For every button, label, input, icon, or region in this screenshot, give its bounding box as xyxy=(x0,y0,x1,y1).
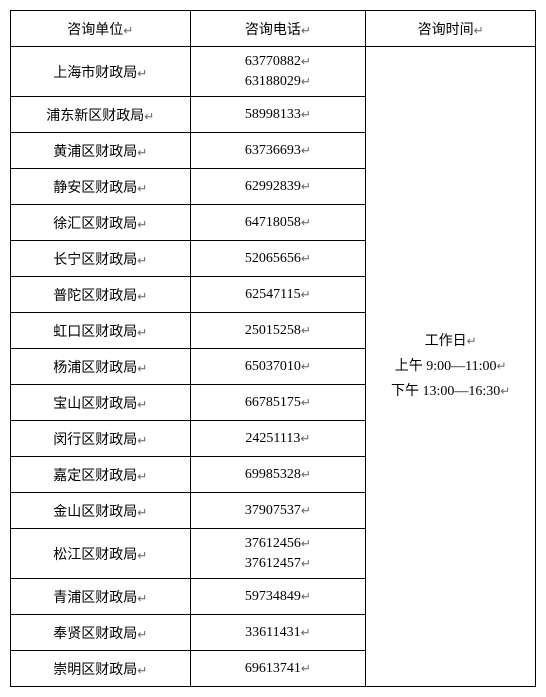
unit-cell: 杨浦区财政局↵ xyxy=(11,349,191,385)
phone-cell: 69613741↵ xyxy=(190,651,366,687)
phone-cell: 66785175↵ xyxy=(190,385,366,421)
unit-cell: 普陀区财政局↵ xyxy=(11,277,191,313)
phone-cell: 59734849↵ xyxy=(190,579,366,615)
unit-cell: 浦东新区财政局↵ xyxy=(11,97,191,133)
unit-cell: 松江区财政局↵ xyxy=(11,529,191,579)
header-time: 咨询时间↵ xyxy=(366,11,536,47)
unit-cell: 青浦区财政局↵ xyxy=(11,579,191,615)
unit-cell: 长宁区财政局↵ xyxy=(11,241,191,277)
unit-cell: 金山区财政局↵ xyxy=(11,493,191,529)
phone-cell: 64718058↵ xyxy=(190,205,366,241)
header-row: 咨询单位↵ 咨询电话↵ 咨询时间↵ xyxy=(11,11,536,47)
phone-cell: 24251113↵ xyxy=(190,421,366,457)
unit-cell: 奉贤区财政局↵ xyxy=(11,615,191,651)
phone-cell: 37612456↵37612457↵ xyxy=(190,529,366,579)
phone-cell: 63770882↵63188029↵ xyxy=(190,47,366,97)
unit-cell: 黄浦区财政局↵ xyxy=(11,133,191,169)
unit-cell: 嘉定区财政局↵ xyxy=(11,457,191,493)
unit-cell: 上海市财政局↵ xyxy=(11,47,191,97)
phone-cell: 33611431↵ xyxy=(190,615,366,651)
phone-cell: 58998133↵ xyxy=(190,97,366,133)
phone-cell: 62547115↵ xyxy=(190,277,366,313)
contact-table: 咨询单位↵ 咨询电话↵ 咨询时间↵ 上海市财政局↵63770882↵631880… xyxy=(10,10,536,687)
phone-cell: 65037010↵ xyxy=(190,349,366,385)
time-cell: 工作日↵上午 9:00—11:00↵下午 13:00—16:30↵ xyxy=(366,47,536,687)
table-row: 上海市财政局↵63770882↵63188029↵工作日↵上午 9:00—11:… xyxy=(11,47,536,97)
unit-cell: 宝山区财政局↵ xyxy=(11,385,191,421)
unit-cell: 徐汇区财政局↵ xyxy=(11,205,191,241)
header-unit: 咨询单位↵ xyxy=(11,11,191,47)
unit-cell: 静安区财政局↵ xyxy=(11,169,191,205)
unit-cell: 崇明区财政局↵ xyxy=(11,651,191,687)
unit-cell: 闵行区财政局↵ xyxy=(11,421,191,457)
phone-cell: 37907537↵ xyxy=(190,493,366,529)
phone-cell: 25015258↵ xyxy=(190,313,366,349)
header-phone: 咨询电话↵ xyxy=(190,11,366,47)
phone-cell: 63736693↵ xyxy=(190,133,366,169)
phone-cell: 62992839↵ xyxy=(190,169,366,205)
unit-cell: 虹口区财政局↵ xyxy=(11,313,191,349)
phone-cell: 69985328↵ xyxy=(190,457,366,493)
table-body: 上海市财政局↵63770882↵63188029↵工作日↵上午 9:00—11:… xyxy=(11,47,536,687)
phone-cell: 52065656↵ xyxy=(190,241,366,277)
